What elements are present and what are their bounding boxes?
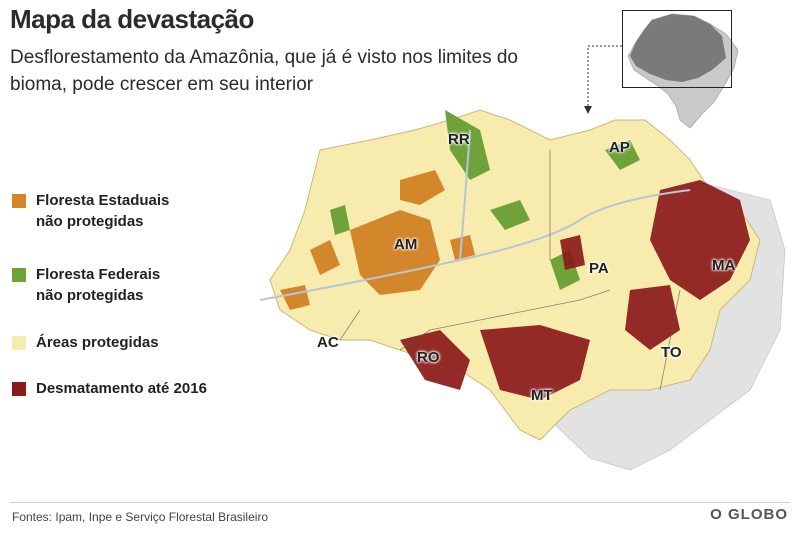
state-forest-patch: [310, 240, 340, 275]
state-label-ap: AP: [609, 139, 630, 156]
map-amazon-base: [269, 109, 761, 441]
state-label-rr: RR: [448, 131, 470, 148]
federal-forest-patch: [445, 110, 490, 180]
inset-brazil-map: [627, 13, 739, 129]
amazon-map: [259, 109, 786, 471]
federal-forest-patch: [330, 205, 350, 235]
state-border: [339, 309, 361, 341]
source-credit: Fontes: Ipam, Inpe e Serviço Florestal B…: [12, 510, 269, 524]
page-subtitle: Desflorestamento da Amazônia, que já é v…: [10, 47, 518, 95]
state-label-am: AM: [394, 236, 418, 253]
inset-amazon-highlight: [630, 14, 726, 82]
state-border: [399, 289, 611, 351]
state-forest-patch: [450, 235, 475, 260]
deforestation-zone: [400, 330, 470, 390]
state-forest-patch: [350, 210, 440, 295]
legend-label: Desmatamento até 2016: [36, 380, 207, 397]
map-deforestation: [400, 180, 750, 400]
legend-item-protected-areas: Áreas protegidas: [12, 332, 159, 353]
legend-swatch-state-forest: [12, 194, 26, 208]
legend-swatch-protected-areas: [12, 336, 26, 350]
map-state-forests: [280, 170, 475, 310]
deforestation-zone: [560, 235, 585, 270]
state-label-ma: MA: [712, 257, 736, 274]
federal-forest-patch: [490, 200, 530, 230]
state-forest-patch: [400, 170, 445, 205]
legend-label: Áreas protegidas: [36, 334, 159, 351]
state-label-mt: MT: [531, 387, 553, 404]
map-rivers: [259, 129, 691, 301]
state-label-ro: RO: [417, 349, 440, 366]
inset-pointer-arrow: [584, 45, 622, 114]
state-border: [659, 289, 681, 391]
brand-logo: O GLOBO: [710, 506, 788, 523]
page-title: Mapa da devastação: [10, 4, 254, 34]
legend-item-state-forest: Floresta Estaduais não protegidas: [12, 190, 169, 232]
legend-item-deforestation: Desmatamento até 2016: [12, 378, 207, 399]
river-line: [459, 129, 471, 261]
map-state-borders: [339, 150, 681, 391]
legend-item-federal-forest: Floresta Federais não protegidas: [12, 264, 160, 306]
deforestation-zone: [480, 325, 590, 400]
river-line: [259, 189, 691, 301]
deforestation-zone: [650, 180, 750, 300]
legend-label: Floresta Federais não protegidas: [36, 266, 161, 304]
legend-swatch-federal-forest: [12, 268, 26, 282]
footer-divider: [10, 502, 790, 503]
state-label-to: TO: [661, 344, 682, 361]
legend-label: Floresta Estaduais não protegidas: [36, 192, 170, 230]
inset-selection-box: [622, 10, 732, 88]
state-label-ac: AC: [317, 334, 339, 351]
deforestation-zone: [625, 285, 680, 350]
federal-forest-patch: [605, 140, 640, 170]
legend-swatch-deforestation: [12, 382, 26, 396]
state-label-pa: PA: [589, 260, 609, 277]
